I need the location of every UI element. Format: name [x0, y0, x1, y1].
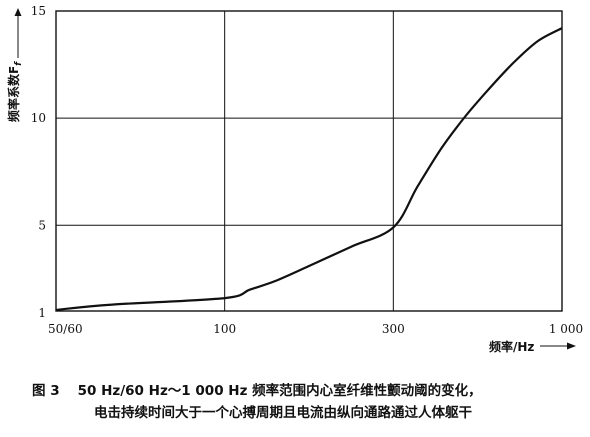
y-tick-label: 1	[38, 306, 46, 320]
plot-frame	[55, 10, 563, 312]
x-tick-labels: 50/60 100 300 1 000	[48, 322, 583, 336]
y-axis-label: 频率系数Ff	[6, 61, 24, 122]
y-axis-label-text: 频率系数F	[6, 66, 21, 122]
caption-figure-number: 图 3	[32, 383, 60, 399]
x-tick-label: 1 000	[549, 322, 583, 336]
x-tick-label: 300	[382, 322, 405, 336]
x-tick-label: 50/60	[48, 322, 83, 336]
x-axis-label-arrow-head	[567, 342, 576, 350]
y-axis-label-group: 频率系数Ff	[6, 61, 24, 122]
x-axis-label: 频率/Hz	[489, 339, 534, 354]
frequency-factor-curve	[55, 27, 563, 311]
caption-line-1-text: 50 Hz/60 Hz～1 000 Hz 频率范围内心室纤维性颤动阈的变化，	[77, 383, 482, 399]
caption-line-2: 电击持续时间大于一个心搏周期且电流由纵向通路通过人体躯干	[94, 405, 472, 421]
caption-line-1: 图 3 50 Hz/60 Hz～1 000 Hz 频率范围内心室纤维性颤动阈的变化…	[32, 381, 482, 402]
y-tick-label: 15	[31, 4, 46, 18]
x-tick-label: 100	[213, 322, 236, 336]
series-layer	[55, 27, 563, 311]
y-tick-label: 5	[38, 218, 46, 232]
gridlines	[56, 11, 562, 311]
y-axis-label-arrow-head	[14, 8, 22, 16]
y-axis-label-subscript: f	[14, 61, 24, 66]
y-tick-label: 10	[31, 111, 46, 125]
